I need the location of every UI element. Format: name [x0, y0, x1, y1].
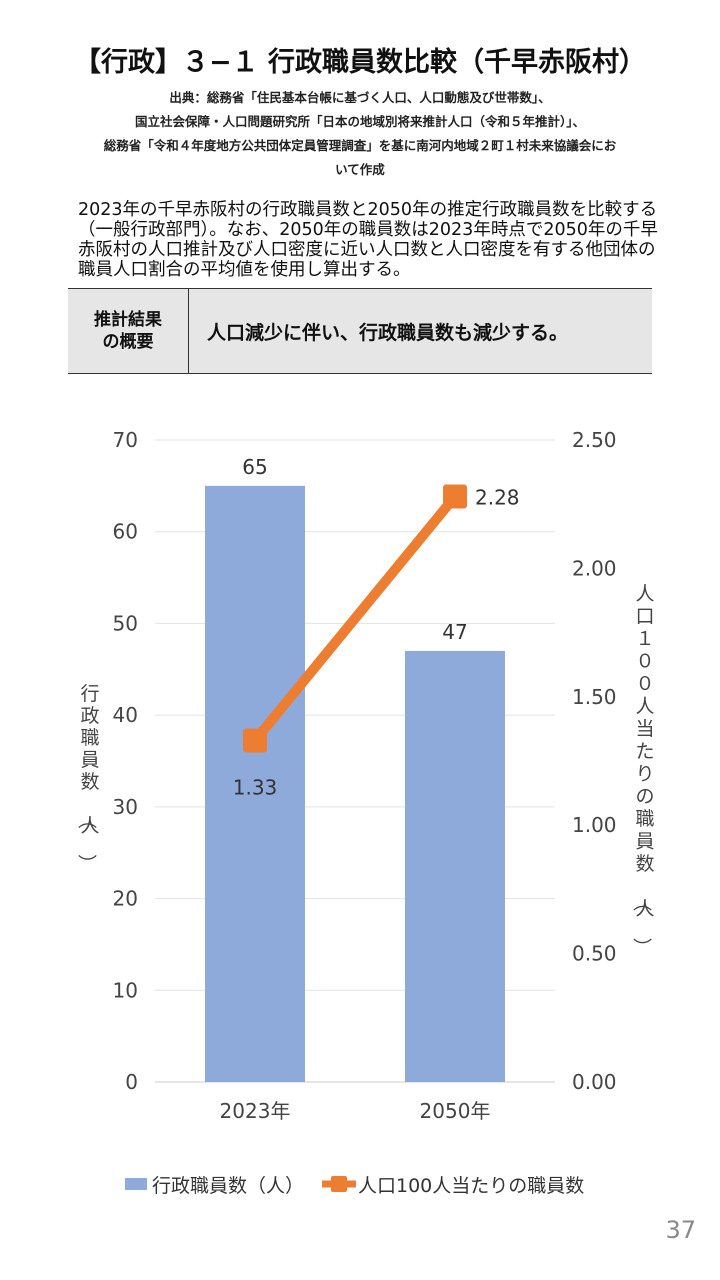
y-tick-label: 70 — [113, 428, 138, 452]
y-tick-label: 40 — [113, 703, 138, 727]
y2-tick-label: 2.00 — [572, 556, 617, 580]
page-number: 37 — [665, 1216, 696, 1244]
legend-label: 行政職員数（人） — [152, 1175, 304, 1197]
y2-axis-title: 人口１００人当たりの職員数（人） — [630, 583, 654, 957]
source-line: いて作成 — [335, 162, 385, 177]
line-point — [243, 728, 267, 753]
source-note: 出典：総務省「住民基本台帳に基づく人口、人口動態及び世帯数」、 国立社会保障・人… — [60, 86, 660, 182]
source-line: 総務省「令和４年度地方公共団体定員管理調査」を基に南河内地域２町１村未来協議会に… — [103, 138, 617, 153]
legend-swatch-bar — [125, 1178, 147, 1190]
legend-label: 人口100人当たりの職員数 — [358, 1175, 584, 1197]
x-tick-label: 2050年 — [420, 1099, 491, 1123]
line-point — [443, 484, 467, 509]
summary-label: 推計結果 の概要 — [68, 289, 189, 373]
summary-text: 人口減少に伴い、行政職員数も減少する。 — [207, 321, 569, 344]
y-axis-title: 行政職員数（人） — [75, 683, 99, 873]
y-tick-label: 50 — [113, 611, 138, 635]
y-tick-label: 60 — [113, 520, 138, 544]
bar — [205, 485, 305, 1082]
description: 2023年の千早赤阪村の行政職員数と2050年の推定行政職員数を比較する（一般行… — [78, 200, 658, 280]
x-tick-label: 2023年 — [220, 1099, 291, 1123]
source-line: 出典：総務省「住民基本台帳に基づく人口、人口動態及び世帯数」、 — [169, 90, 551, 105]
y2-tick-label: 0.50 — [572, 942, 617, 966]
y2-tick-label: 1.00 — [572, 813, 617, 837]
bar-data-label: 47 — [442, 620, 467, 644]
y-tick-label: 30 — [113, 795, 138, 819]
source-line: 国立社会保障・人口問題研究所「日本の地域別将来推計人口（令和５年推計）」、 — [134, 114, 585, 129]
line-series — [251, 493, 459, 744]
y2-tick-label: 0.00 — [572, 1070, 617, 1094]
y-tick-label: 20 — [113, 887, 138, 911]
bar-data-label: 65 — [242, 455, 267, 479]
line-data-label: 2.28 — [475, 485, 520, 509]
legend-swatch-marker — [331, 1176, 347, 1192]
page-title: 【行政】３−１ 行政職員数比較（千早赤阪村） — [73, 47, 647, 78]
y2-tick-label: 2.50 — [572, 428, 617, 452]
summary-box: 推計結果 の概要 人口減少に伴い、行政職員数も減少する。 — [68, 288, 652, 374]
line-data-label: 1.33 — [233, 775, 278, 799]
bar — [405, 650, 505, 1082]
y2-tick-label: 1.50 — [572, 685, 617, 709]
y-tick-label: 0 — [125, 1070, 138, 1094]
y-tick-label: 10 — [113, 978, 138, 1002]
